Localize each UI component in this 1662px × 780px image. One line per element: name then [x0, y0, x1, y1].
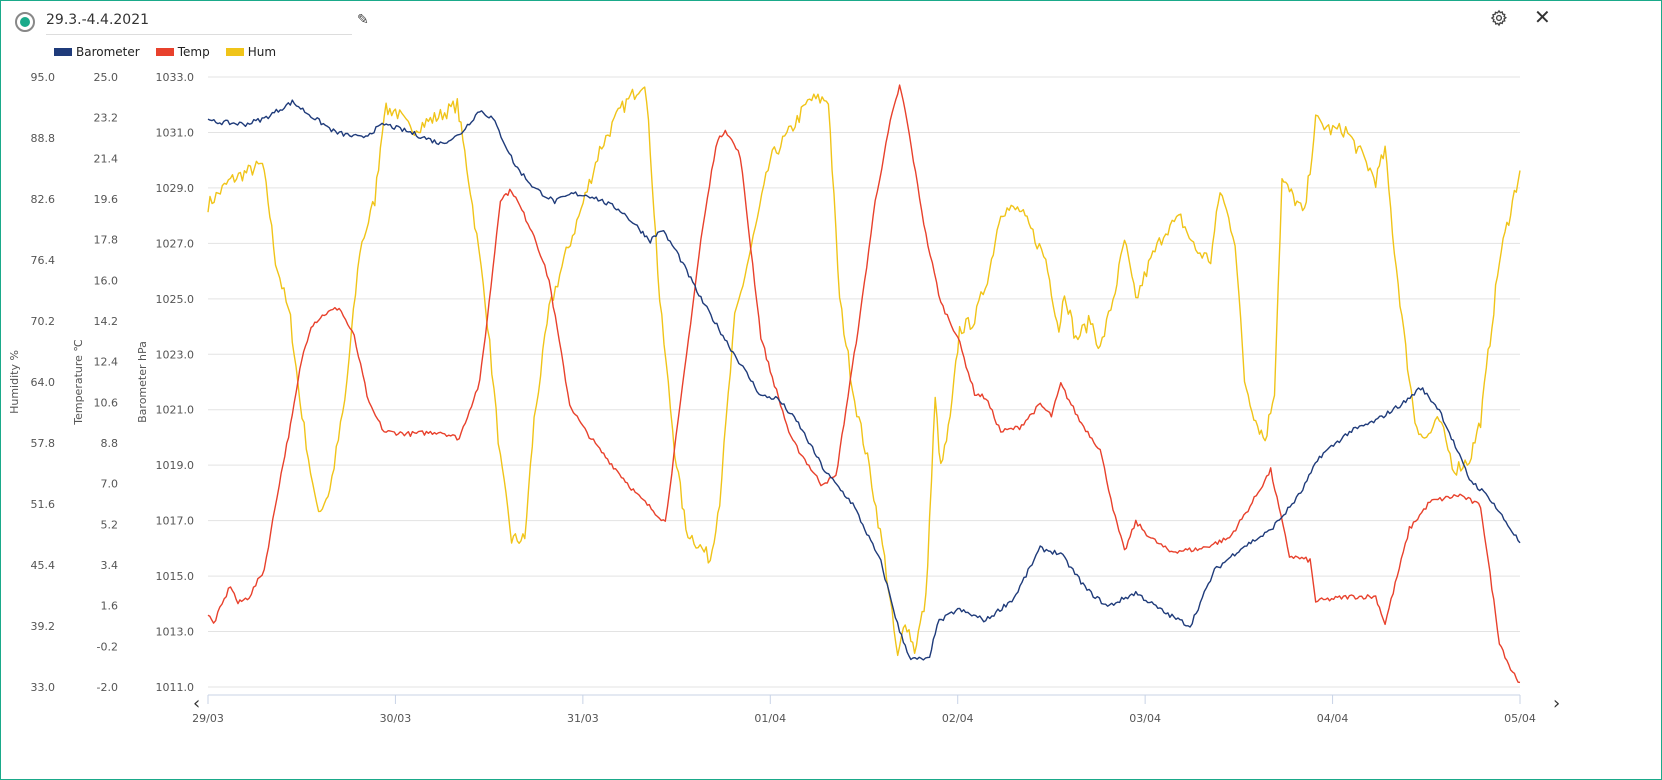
y-tick-label-baro: 1019.0: [156, 459, 195, 472]
y-tick-label-temp: 21.4: [94, 152, 119, 165]
x-tick-label: 30/03: [380, 712, 412, 725]
x-tick-label: 02/04: [942, 712, 974, 725]
y-tick-label-temp: 25.0: [94, 71, 119, 84]
next-period-button[interactable]: ›: [1553, 693, 1561, 714]
series-line-barometer: [207, 99, 1521, 661]
y-tick-label-baro: 1015.0: [156, 570, 195, 583]
y-axis-title-hum: Humidity %: [8, 350, 21, 414]
y-tick-label-temp: -0.2: [97, 640, 118, 653]
y-tick-label-temp: 3.4: [101, 559, 119, 572]
y-tick-label-temp: 5.2: [101, 518, 119, 531]
y-tick-label-baro: 1031.0: [156, 126, 195, 139]
x-tick-label: 01/04: [754, 712, 786, 725]
y-tick-label-baro: 1029.0: [156, 182, 195, 195]
select-radio[interactable]: [15, 12, 35, 32]
y-tick-label-temp: 7.0: [101, 478, 119, 491]
legend-item-temp[interactable]: Temp: [155, 45, 210, 59]
close-icon[interactable]: ✕: [1534, 5, 1551, 29]
y-tick-label-hum: 76.4: [31, 254, 56, 267]
x-tick-label: 29/03: [192, 712, 224, 725]
legend-label: Hum: [247, 45, 277, 59]
gear-icon[interactable]: [1490, 9, 1508, 31]
y-tick-label-baro: 1025.0: [156, 293, 195, 306]
y-axis-title-temp: Temperature ℃: [72, 339, 85, 426]
legend-item-barometer[interactable]: Barometer: [54, 45, 140, 59]
y-tick-label-hum: 95.0: [31, 71, 56, 84]
y-tick-label-temp: 19.6: [94, 193, 119, 206]
y-tick-label-hum: 33.0: [31, 681, 56, 694]
legend-swatch: [225, 48, 244, 56]
y-tick-label-hum: 51.6: [31, 498, 56, 511]
legend-swatch: [54, 48, 72, 56]
y-tick-label-temp: 1.6: [101, 600, 119, 613]
pencil-icon[interactable]: ✎: [357, 12, 369, 28]
title-underline: [46, 34, 352, 35]
y-tick-label-hum: 88.8: [31, 132, 56, 145]
y-tick-label-temp: -2.0: [97, 681, 118, 694]
y-tick-label-baro: 1027.0: [156, 237, 195, 250]
y-tick-label-hum: 82.6: [31, 193, 56, 206]
y-tick-label-baro: 1021.0: [156, 404, 195, 417]
y-tick-label-baro: 1033.0: [156, 71, 195, 84]
date-range-title[interactable]: 29.3.-4.4.2021: [46, 12, 150, 28]
y-tick-label-temp: 23.2: [94, 112, 119, 125]
y-tick-label-hum: 70.2: [31, 315, 56, 328]
y-tick-label-temp: 14.2: [94, 315, 119, 328]
y-tick-label-baro: 1013.0: [156, 626, 195, 639]
y-axis-title-baro: Barometer hPa: [136, 341, 149, 423]
legend-label: Barometer: [76, 45, 140, 59]
x-tick-label: 31/03: [567, 712, 599, 725]
x-tick-label: 04/04: [1317, 712, 1349, 725]
y-tick-label-temp: 8.8: [101, 437, 119, 450]
y-tick-label-hum: 45.4: [31, 559, 56, 572]
y-tick-label-temp: 17.8: [94, 234, 119, 247]
legend-swatch: [155, 48, 174, 56]
series-line-temp: [207, 84, 1521, 684]
chart-legend: Barometer Temp Hum: [54, 45, 276, 59]
y-tick-label-hum: 64.0: [31, 376, 56, 389]
legend-item-hum[interactable]: Hum: [225, 45, 277, 59]
x-tick-label: 03/04: [1129, 712, 1161, 725]
y-tick-label-baro: 1017.0: [156, 515, 195, 528]
y-tick-label-temp: 10.6: [94, 396, 119, 409]
series-line-hum: [207, 86, 1521, 657]
y-tick-label-temp: 12.4: [94, 356, 119, 369]
prev-period-button[interactable]: ‹: [193, 693, 201, 714]
legend-label: Temp: [177, 45, 210, 59]
y-tick-label-baro: 1023.0: [156, 348, 195, 361]
y-tick-label-temp: 16.0: [94, 274, 119, 287]
x-tick-label: 05/04: [1504, 712, 1536, 725]
y-tick-label-hum: 39.2: [31, 620, 56, 633]
y-tick-label-baro: 1011.0: [156, 681, 195, 694]
y-tick-label-hum: 57.8: [31, 437, 56, 450]
